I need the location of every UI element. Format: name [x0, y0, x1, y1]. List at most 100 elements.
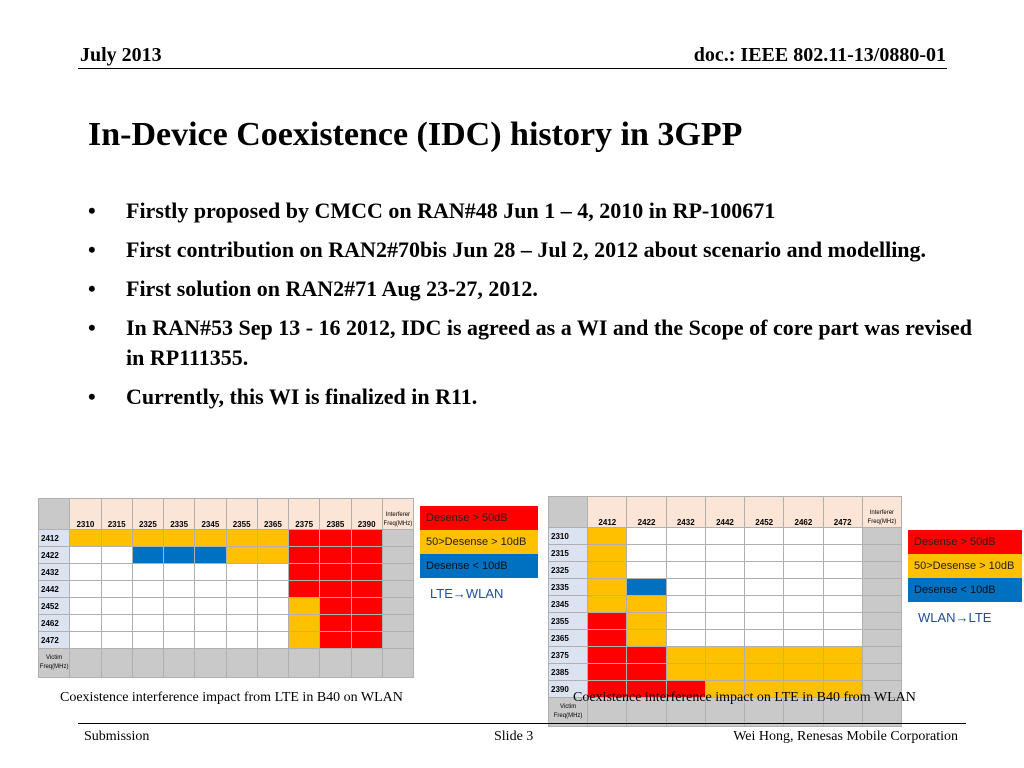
interference-grid: 2310 2315 2325 2335 2345 2355 2365 2375 2385 2390…	[37, 498, 415, 678]
grid-cell	[162, 563, 196, 581]
grid-cell	[822, 561, 863, 579]
direction-label: LTE→WLAN	[430, 586, 504, 601]
row-header: 2432	[37, 563, 71, 581]
table-row: 2432	[37, 563, 415, 581]
bullet-text: Firstly proposed by CMCC on RAN#48 Jun 1…	[126, 198, 776, 223]
grid-cell	[100, 614, 133, 632]
table-row: 2442	[37, 580, 415, 598]
grid-cell	[744, 629, 785, 647]
grid-cell	[319, 546, 352, 564]
row-header: 2310	[547, 527, 589, 545]
column-header: 2390	[350, 498, 383, 530]
table-row: 2390	[547, 680, 903, 698]
grid-cell	[704, 612, 746, 630]
table-row: 2345	[547, 595, 903, 613]
table-row: 2325	[547, 561, 903, 579]
slide-title: In-Device Coexistence (IDC) history in 3…	[88, 116, 743, 153]
grid-cell	[225, 529, 258, 547]
grid-cell	[704, 680, 746, 698]
grid-cell	[587, 697, 628, 727]
grid-cell	[225, 614, 258, 632]
grid-cell	[69, 614, 102, 632]
table-row: 2412	[37, 529, 415, 547]
grid-cell	[861, 629, 903, 647]
grid-cell	[744, 646, 785, 664]
grid-cell	[626, 680, 667, 698]
grid-cell	[287, 529, 321, 547]
legend-red: Desense > 50dB	[420, 506, 538, 530]
row-header: 2355	[547, 612, 589, 630]
row-header: 2315	[547, 544, 589, 562]
grid-cell	[319, 648, 352, 678]
grid-cell	[704, 663, 746, 681]
grid-cell	[822, 527, 863, 545]
grid-cell	[225, 546, 258, 564]
grid-cell	[194, 546, 227, 564]
grid-cell	[381, 631, 415, 649]
grid-cell	[861, 612, 903, 630]
header-rule	[78, 68, 947, 69]
row-header: 2385	[547, 663, 589, 681]
grid-cell	[587, 527, 628, 545]
grid-cell	[665, 680, 706, 698]
grid-cell	[626, 629, 667, 647]
grid-cell	[381, 563, 415, 581]
grid-cell	[162, 631, 196, 649]
grid-cell	[162, 597, 196, 615]
row-header: 2462	[37, 614, 71, 632]
grid-cell	[381, 546, 415, 564]
bullet-marker: •	[88, 237, 96, 262]
grid-cell	[162, 648, 196, 678]
grid-cell	[225, 597, 258, 615]
bullet-text: In RAN#53 Sep 13 - 16 2012, IDC is agree…	[126, 315, 972, 370]
grid-cell	[256, 597, 290, 615]
column-header: 2385	[319, 498, 352, 530]
bullet-item: • In RAN#53 Sep 13 - 16 2012, IDC is agre…	[88, 313, 988, 373]
grid-cell	[665, 612, 706, 630]
bullet-item: • First solution on RAN2#71 Aug 23-27, 20…	[88, 274, 988, 304]
footer-rule	[78, 723, 966, 724]
column-header: 2375	[287, 498, 321, 530]
grid-cell	[861, 561, 903, 579]
grid-cell	[626, 697, 667, 727]
row-header: 2365	[547, 629, 589, 647]
grid-cell	[256, 648, 290, 678]
grid-cell	[744, 527, 785, 545]
grid-header-row: 2310 2315 2325 2335 2345 2355 2365 2375 2385 2390…	[37, 498, 415, 530]
grid-cell	[381, 580, 415, 598]
grid-cell	[587, 561, 628, 579]
grid-cell	[287, 631, 321, 649]
grid-cell	[744, 561, 785, 579]
bullet-text: First solution on RAN2#71 Aug 23-27, 201…	[126, 276, 538, 301]
column-header: 2325	[131, 498, 165, 530]
table-row: 2310	[547, 527, 903, 545]
grid-cell	[783, 663, 824, 681]
grid-cell	[587, 629, 628, 647]
grid-cell	[587, 578, 628, 596]
bullet-marker: •	[88, 198, 96, 223]
grid-cell	[783, 544, 824, 562]
row-header: 2375	[547, 646, 589, 664]
grid-cell	[350, 631, 383, 649]
grid-cell	[100, 597, 133, 615]
bullet-item: • First contribution on RAN2#70bis Jun 28…	[88, 235, 988, 265]
grid-cell	[69, 529, 102, 547]
grid-cell	[861, 578, 903, 596]
footer-author: Wei Hong, Renesas Mobile Corporation	[733, 729, 958, 744]
column-header: 2335	[162, 498, 196, 530]
grid-cell	[194, 648, 227, 678]
grid-cell	[744, 595, 785, 613]
grid-cell	[626, 578, 667, 596]
table-row: 2472	[37, 631, 415, 649]
grid-cell	[319, 614, 352, 632]
table-row: 2355	[547, 612, 903, 630]
grid-cell	[783, 646, 824, 664]
grid-cell	[194, 563, 227, 581]
grid-cell	[744, 680, 785, 698]
table-row: 2335	[547, 578, 903, 596]
grid-cell	[131, 546, 165, 564]
grid-cell	[626, 646, 667, 664]
grid-cell	[100, 529, 133, 547]
grid-cell	[69, 546, 102, 564]
legend-yellow: 50>Desense > 10dB	[420, 530, 538, 554]
